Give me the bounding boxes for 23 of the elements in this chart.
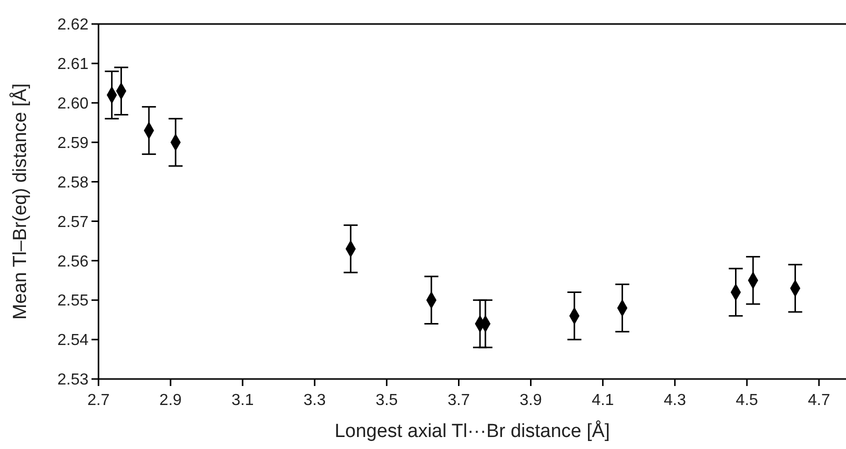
x-tick-label: 4.7: [808, 392, 830, 409]
x-tick-label: 4.1: [592, 392, 614, 409]
x-tick-label: 3.1: [231, 392, 254, 409]
x-tick-label: 2.9: [159, 392, 182, 409]
y-tick-label: 2.59: [57, 134, 89, 152]
x-tick-label: 4.3: [664, 392, 686, 409]
x-tick-label: 2.7: [87, 392, 110, 409]
x-tick-label: 4.5: [736, 392, 758, 409]
x-tick-label: 3.5: [376, 392, 398, 409]
x-tick-label: 3.9: [520, 392, 542, 409]
y-tick-label: 2.58: [57, 174, 89, 192]
x-axis-title: Longest axial Tl···Br distance [Å]: [334, 420, 610, 442]
y-axis-title: Mean Tl–Br(eq) distance [Å]: [9, 83, 31, 320]
y-tick-label: 2.56: [57, 253, 89, 270]
y-tick-label: 2.62: [57, 16, 89, 34]
y-tick-label: 2.54: [57, 332, 89, 350]
y-tick-label: 2.53: [57, 372, 89, 389]
y-tick-label: 2.60: [57, 95, 89, 112]
y-tick-label: 2.57: [57, 214, 89, 231]
y-tick-label: 2.55: [57, 292, 89, 310]
x-tick-label: 3.3: [304, 392, 326, 409]
x-tick-label: 3.7: [448, 392, 470, 409]
y-tick-label: 2.61: [57, 56, 89, 74]
